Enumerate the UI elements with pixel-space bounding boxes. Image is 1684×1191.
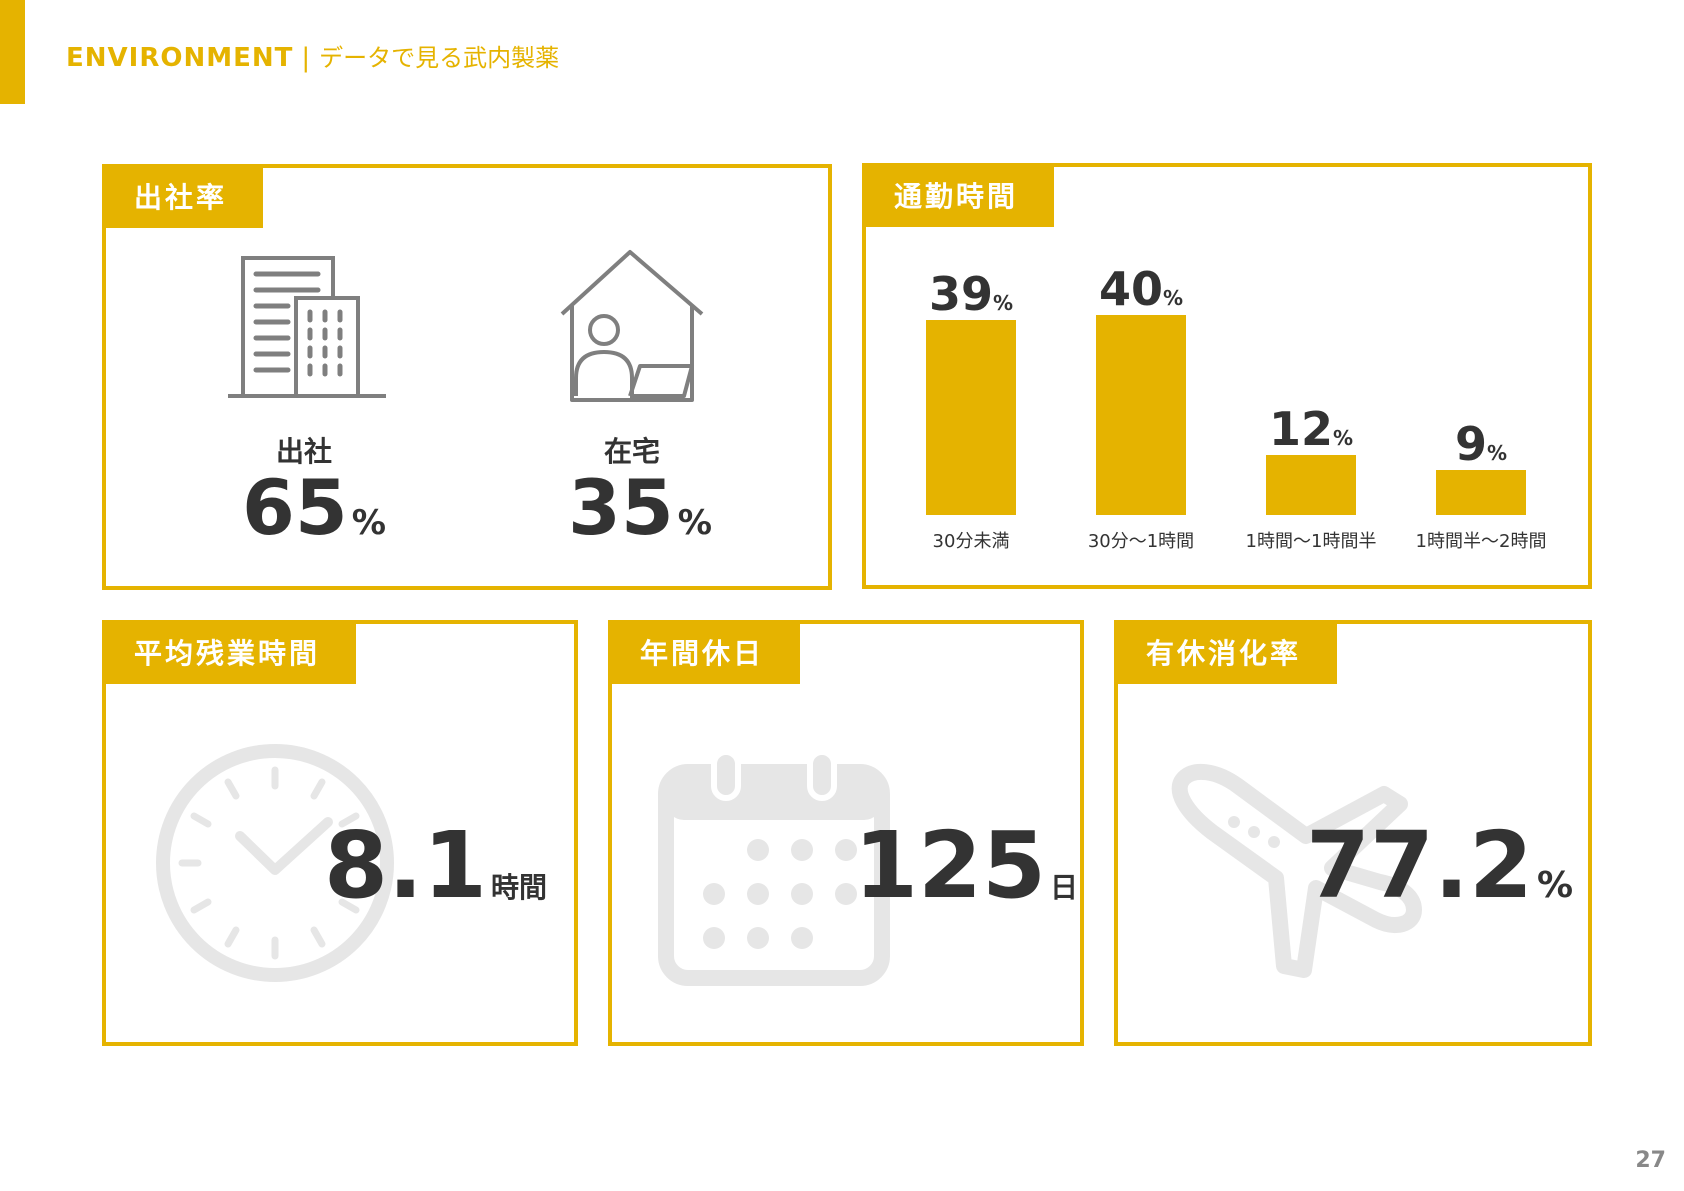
commute-category-label-2: 1時間〜1時間半: [1246, 531, 1377, 552]
commute-value-label-3: 9%: [1455, 417, 1507, 471]
overtime-tab: 平均残業時間: [106, 624, 357, 684]
page-header: ENVIRONMENT | データで見る武内製薬: [66, 38, 559, 73]
commute-category-label-0: 30分未満: [933, 531, 1010, 552]
overtime-value: 8.1 時間: [324, 820, 547, 912]
commute-value-label-0: 39%: [929, 267, 1013, 321]
holidays-panel: 年間休日 125 日: [608, 620, 1084, 1046]
leave-value-number: 77.2: [1306, 812, 1533, 919]
header-accent-bar: [0, 0, 25, 104]
office-value-unit: %: [351, 503, 387, 543]
leave-panel: 有休消化率 77.2%: [1114, 620, 1592, 1046]
holidays-value: 125 日: [854, 820, 1078, 912]
header-subtitle: データで見る武内製薬: [319, 44, 560, 72]
commute-value-label-2: 12%: [1269, 402, 1353, 456]
overtime-value-unit: 時間: [490, 871, 547, 904]
home-value: 35%: [568, 470, 712, 546]
attendance-tab: 出社率: [106, 168, 264, 228]
holidays-value-unit: 日: [1050, 871, 1079, 904]
commute-bar-2: [1266, 455, 1356, 515]
airplane-icon: [1171, 763, 1422, 978]
commute-bar-0: [926, 320, 1016, 515]
overtime-value-number: 8.1: [324, 812, 487, 919]
home-value-unit: %: [677, 503, 713, 543]
office-value: 65%: [242, 470, 386, 546]
holidays-tab: 年間休日: [612, 624, 801, 684]
home-label: 在宅: [603, 435, 660, 468]
holidays-value-number: 125: [854, 812, 1047, 919]
leave-value: 77.2%: [1306, 820, 1573, 912]
commute-category-label-1: 30分〜1時間: [1088, 531, 1194, 552]
leave-value-unit: %: [1537, 865, 1574, 906]
commute-value-label-1: 40%: [1099, 262, 1183, 316]
overtime-panel: 平均残業時間 8.1 時間: [102, 620, 578, 1046]
commute-panel: 通勤時間 39% 30分未満 40% 30分〜1時間 12% 1時間〜1時間半 9% 1時間半…: [862, 163, 1592, 589]
commute-category-label-3: 1時間半〜2時間: [1416, 531, 1547, 552]
home-work-icon: [560, 250, 704, 402]
leave-tab: 有休消化率: [1118, 624, 1338, 684]
header-section: ENVIRONMENT: [66, 43, 294, 73]
home-value-number: 35: [568, 463, 674, 552]
attendance-panel: 出社率 出社 65%: [102, 164, 832, 590]
office-label: 出社: [275, 435, 332, 468]
office-building-icon: [228, 256, 386, 398]
commute-bar-1: [1096, 315, 1186, 515]
page-number: 27: [1635, 1148, 1666, 1173]
commute-bar-3: [1436, 470, 1526, 515]
header-separator: |: [301, 43, 312, 73]
clock-icon: [156, 744, 394, 982]
calendar-icon: [658, 749, 890, 986]
office-value-number: 65: [242, 463, 348, 552]
commute-tab: 通勤時間: [866, 167, 1055, 227]
commute-bar-chart: 39% 30分未満 40% 30分〜1時間 12% 1時間〜1時間半 9% 1時間半〜2時間: [926, 262, 1547, 552]
